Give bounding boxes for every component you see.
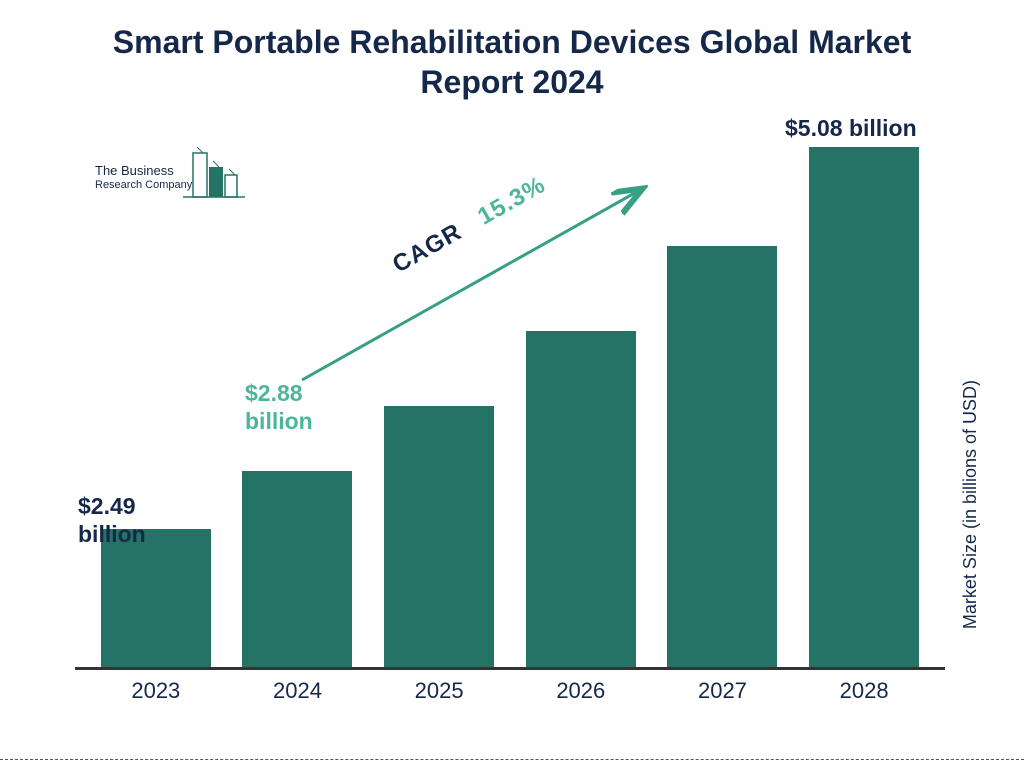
xaxis-tick-label: 2024 bbox=[237, 672, 357, 710]
bar-wrap bbox=[379, 406, 499, 667]
bar-wrap bbox=[96, 529, 216, 667]
value-callout: $2.49billion bbox=[78, 493, 146, 548]
xaxis-tick-label: 2028 bbox=[804, 672, 924, 710]
value-callout: $2.88billion bbox=[245, 380, 313, 435]
xaxis-tick-label: 2025 bbox=[379, 672, 499, 710]
xaxis-tick-label: 2026 bbox=[521, 672, 641, 710]
bar-wrap bbox=[662, 246, 782, 667]
chart-title: Smart Portable Rehabilitation Devices Gl… bbox=[0, 0, 1024, 102]
bar bbox=[384, 406, 494, 667]
value-callout: $5.08 billion bbox=[785, 115, 917, 143]
yaxis-label: Market Size (in billions of USD) bbox=[960, 380, 981, 629]
xaxis-tick-label: 2027 bbox=[662, 672, 782, 710]
bar bbox=[526, 331, 636, 667]
bar bbox=[242, 471, 352, 667]
bar-wrap bbox=[521, 331, 641, 667]
bar-wrap bbox=[804, 147, 924, 667]
xaxis-labels: 2023 2024 2025 2026 2027 2028 bbox=[75, 672, 945, 710]
footer-divider bbox=[0, 759, 1024, 760]
bar bbox=[667, 246, 777, 667]
bar bbox=[809, 147, 919, 667]
bar bbox=[101, 529, 211, 667]
xaxis-tick-label: 2023 bbox=[96, 672, 216, 710]
bar-wrap bbox=[237, 471, 357, 667]
